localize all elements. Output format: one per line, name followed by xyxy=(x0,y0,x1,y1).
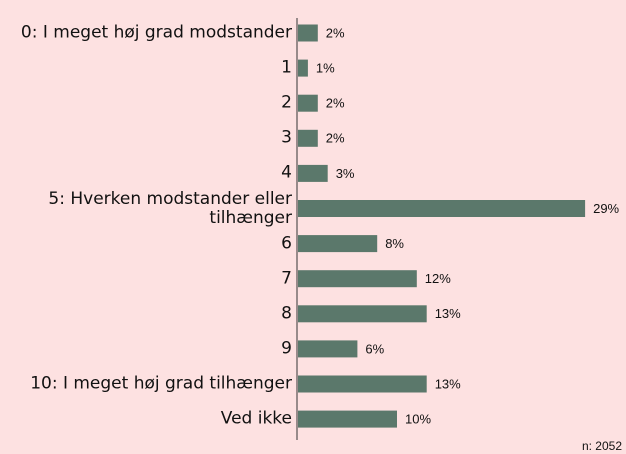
value-label: 3% xyxy=(336,166,355,181)
category-label: 10: I meget høj grad tilhænger xyxy=(30,373,292,394)
category-label: 9 xyxy=(281,338,292,359)
bar xyxy=(298,340,358,358)
footnote: n: 2052 xyxy=(582,439,622,453)
bar xyxy=(298,94,318,112)
bar xyxy=(298,410,397,428)
value-label: 2% xyxy=(326,131,345,146)
value-label: 13% xyxy=(435,376,461,391)
bar xyxy=(298,270,417,288)
value-label: 8% xyxy=(385,236,404,251)
category-label: Ved ikke xyxy=(220,408,292,429)
category-label: 2 xyxy=(281,92,292,113)
value-label: 2% xyxy=(326,25,345,40)
value-label: 6% xyxy=(365,341,384,356)
category-label: 6 xyxy=(281,233,292,254)
bar xyxy=(298,164,328,182)
bar xyxy=(298,24,318,42)
bar xyxy=(298,375,427,393)
bar xyxy=(298,59,308,77)
category-label: 8 xyxy=(281,303,292,324)
value-label: 10% xyxy=(405,412,431,427)
category-label: 1 xyxy=(281,57,292,78)
value-label: 2% xyxy=(326,96,345,111)
category-label: 3 xyxy=(281,127,292,148)
bar xyxy=(298,235,378,253)
category-label: 4 xyxy=(281,162,292,183)
value-label: 13% xyxy=(435,306,461,321)
value-label: 29% xyxy=(593,201,619,216)
category-label: 7 xyxy=(281,268,292,289)
bar xyxy=(298,129,318,147)
category-label: 0: I meget høj grad modstander xyxy=(20,22,292,43)
bar xyxy=(298,305,427,323)
category-label: 5: Hverken modstander eller tilhænger xyxy=(48,188,292,228)
value-label: 12% xyxy=(425,271,451,286)
bar xyxy=(298,200,586,217)
value-label: 1% xyxy=(316,61,335,76)
